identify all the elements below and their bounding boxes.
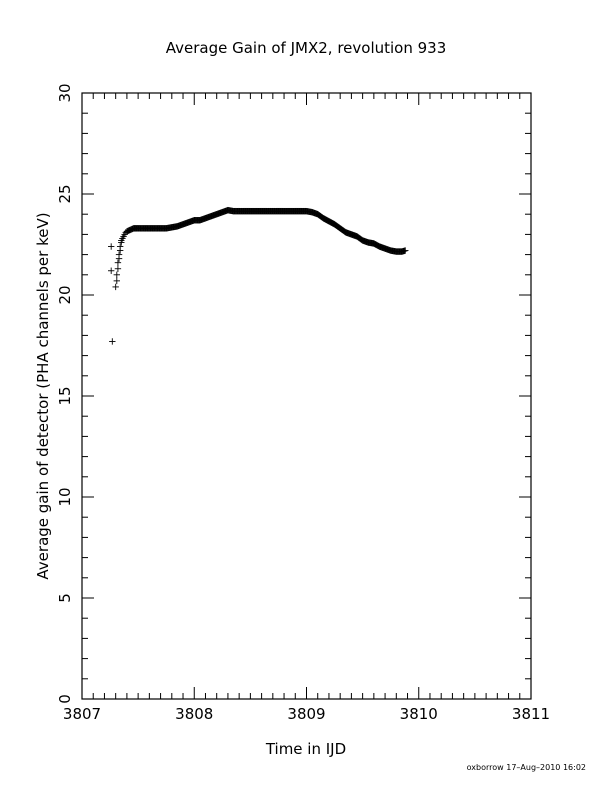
y-axis-label: Average gain of detector (PHA channels p… xyxy=(34,212,52,579)
x-tick-label: 3811 xyxy=(512,705,550,723)
plot-area xyxy=(81,92,532,700)
y-tick-label: 0 xyxy=(56,694,74,704)
data-point xyxy=(114,259,122,266)
y-tick-label: 20 xyxy=(56,285,74,304)
plot-frame xyxy=(81,92,532,700)
x-tick-label: 3809 xyxy=(287,705,325,723)
data-point xyxy=(115,251,123,258)
y-tick-label: 10 xyxy=(56,487,74,506)
data-point xyxy=(114,265,122,272)
data-point xyxy=(112,283,119,291)
y-tick-label: 5 xyxy=(56,593,74,603)
data-point xyxy=(113,271,120,278)
y-axis: 0 5 10 15 20 25 30 xyxy=(56,83,531,704)
x-tick-label: 3807 xyxy=(63,705,101,723)
x-tick-label: 3810 xyxy=(400,705,438,723)
data-point xyxy=(107,243,115,250)
y-tick-label: 15 xyxy=(56,386,74,405)
x-axis: 3807 3808 3809 3810 3811 xyxy=(63,93,550,723)
x-tick-label: 3808 xyxy=(175,705,213,723)
data-point xyxy=(113,277,120,285)
data-points xyxy=(107,206,409,345)
footer-credit: oxborrow 17–Aug–2010 16:02 xyxy=(467,763,586,772)
data-point xyxy=(402,247,409,254)
data-point xyxy=(116,243,124,250)
y-tick-label: 30 xyxy=(56,83,74,102)
data-point xyxy=(107,267,115,274)
x-axis-label: Time in IJD xyxy=(265,740,346,758)
y-tick-label: 25 xyxy=(56,184,74,203)
chart-title: Average Gain of JMX2, revolution 933 xyxy=(166,39,447,57)
data-point xyxy=(109,338,116,345)
